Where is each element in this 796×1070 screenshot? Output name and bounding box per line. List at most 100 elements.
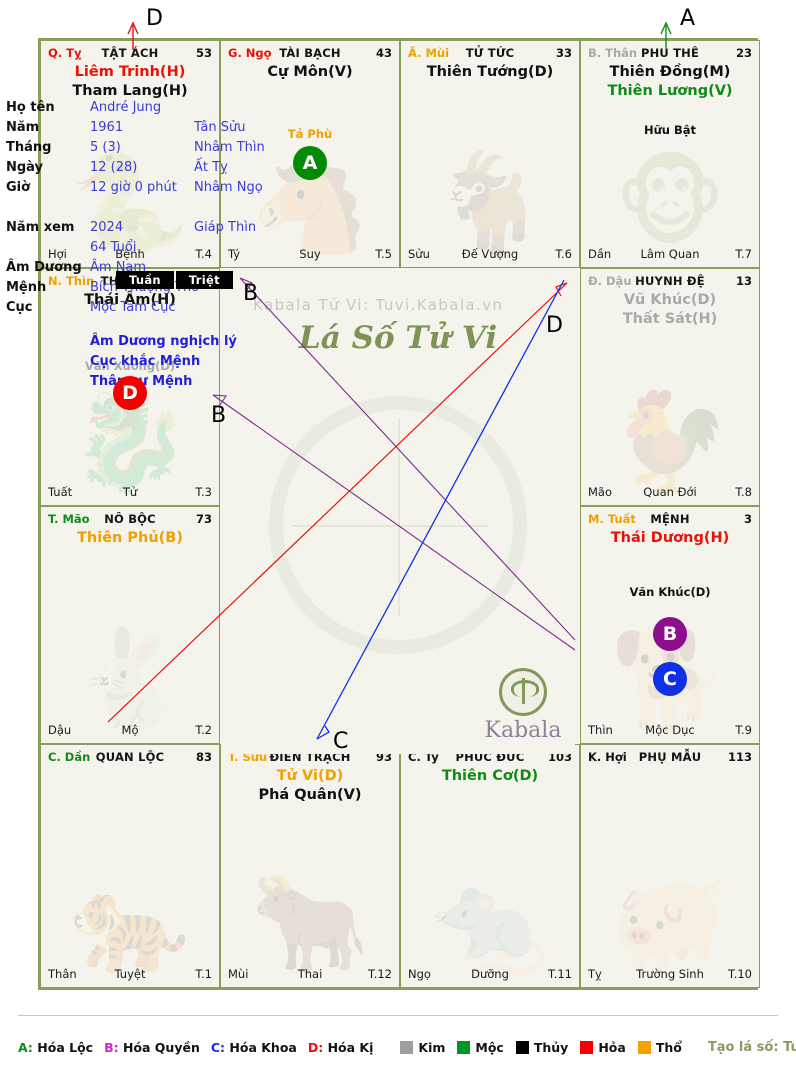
palace-header: K. Hợi PHỤ MẪU 113 — [581, 750, 759, 766]
major-star-list: Thái Dương(H) — [581, 529, 759, 548]
legend-nguhanh-mộc: Mộc — [457, 1040, 504, 1055]
palace-footer: Mão Quan Đới T.8 — [581, 485, 759, 500]
palace-canchi: T. Mão — [48, 512, 90, 526]
legend-hoa-d: D: Hóa Kị — [307, 1039, 374, 1055]
palace-header: B. Thân PHU THÊ 23 — [581, 46, 759, 62]
palace-canchi: N. Thìn — [48, 274, 95, 288]
palace-age: 73 — [195, 512, 212, 526]
major-star: Liêm Trinh(H) — [74, 64, 186, 80]
major-star: Thái Dương(H) — [610, 530, 730, 546]
palace-cell-no-boc[interactable]: 🐇 T. Mão NÔ BỘC 73 Thiên Phủ(B) Dậu Mộ T.2 — [40, 506, 220, 744]
palace-footer: Dần Lâm Quan T.7 — [581, 247, 759, 262]
info-row — [6, 200, 354, 220]
legend-nguhanh-kim: Kim — [400, 1040, 445, 1055]
major-star: Thiên Lương(V) — [607, 83, 733, 99]
minor-star: Văn Khúc(D) — [629, 585, 711, 599]
legend-hoa-a: A: Hóa Lộc — [18, 1039, 94, 1055]
legend-swatch-label: Kim — [418, 1039, 446, 1055]
major-star-list: Tử Vi(D) Phá Quân(V) — [221, 767, 399, 805]
kabala-logo: Kabala — [481, 668, 565, 743]
info-value: 12 (28) — [90, 160, 138, 175]
palace-foot-chi: Tuất — [48, 485, 73, 499]
palace-name: NÔ BỘC — [104, 512, 156, 526]
major-star: Thiên Tướng(D) — [426, 64, 554, 80]
palace-cell-tu-tuc[interactable]: 🐐 Ã. Mùi TỬ TỨC 33 Thiên Tướng(D) Sửu Đế Vượng… — [400, 40, 580, 268]
palace-foot-thaitue: T.10 — [728, 967, 752, 981]
info-label: Mệnh — [6, 280, 47, 295]
tuan-triet-tags: Tuần Triệt — [116, 271, 235, 289]
palace-cell-phu-mau[interactable]: 🐖 K. Hợi PHỤ MẪU 113 Tỵ Trường Sinh T.10 — [580, 744, 760, 988]
major-star-list: Liêm Trinh(H) Tham Lang(H) — [41, 63, 219, 101]
minor-star: Tả Phù — [287, 127, 333, 141]
hoa-marker-d[interactable]: D — [113, 376, 147, 410]
palace-foot-chi: Ngọ — [408, 967, 431, 981]
major-star-list: Cự Môn(V) — [221, 63, 399, 82]
palace-foot-thaitue: T.12 — [368, 967, 392, 981]
legend-hoa-b: B: Hóa Quyền — [104, 1039, 200, 1055]
info-value: Mộc Tam Cục — [90, 300, 176, 315]
palace-footer: Thân Tuyệt T.1 — [41, 967, 219, 982]
info-value: 64 Tuổi — [90, 240, 137, 255]
zodiac-watermark-icon: 🐅 — [70, 867, 190, 979]
major-star-list: Thiên Tướng(D) — [401, 63, 579, 82]
palace-cell-dien-trach[interactable]: 🐂 T. Sửu ĐIỀN TRẠCH 93 Tử Vi(D) Phá Quân(V) Mù… — [220, 744, 400, 988]
minor-star: Hữu Bật — [643, 123, 697, 137]
info-value: 2024 — [90, 220, 124, 235]
palace-name: MỆNH — [650, 512, 690, 526]
palace-cell-phuc-duc[interactable]: 🐀 C. Tý PHÚC ĐỨC 103 Thiên Cơ(D) Ngọ Dưỡng T.11 — [400, 744, 580, 988]
palace-cell-huynh-de[interactable]: 🐓 Đ. Dậu HUYNH ĐỆ 13 Vũ Khúc(D) Thất Sát(H) Mã… — [580, 268, 760, 506]
palace-cell-quan-loc[interactable]: 🐅 C. Dần QUAN LỘC 83 Thân Tuyệt T.1 — [40, 744, 220, 988]
major-star: Thiên Đồng(M) — [609, 64, 731, 80]
birth-info-table: Họ tên André Jung Năm 1961 Tân Sửu Tháng 5 (3)… — [6, 100, 354, 392]
major-star: Thiên Cơ(D) — [441, 768, 539, 784]
palace-foot-truongsinh: Tử — [122, 485, 138, 499]
palace-cell-phu-the[interactable]: 🐵 B. Thân PHU THÊ 23 Thiên Đồng(M) Thiên Lươn… — [580, 40, 760, 268]
info-label: Tháng — [6, 140, 52, 155]
palace-foot-thaitue: T.3 — [195, 485, 212, 499]
palace-foot-truongsinh: Tuyệt — [114, 967, 146, 981]
triet-tag: Triệt — [175, 271, 233, 289]
zodiac-watermark-icon: 🐵 — [614, 147, 726, 259]
palace-foot-truongsinh: Bệnh — [115, 247, 145, 261]
palace-canchi: K. Hợi — [588, 750, 627, 764]
info-row: 64 Tuổi — [6, 240, 354, 260]
palace-foot-chi: Mão — [588, 485, 613, 499]
legend-swatch — [400, 1040, 414, 1054]
arrow-label-d-top: D — [146, 6, 163, 31]
palace-foot-chi: Sửu — [408, 247, 430, 261]
palace-footer: Tuất Tử T.3 — [41, 485, 219, 500]
info-row: Giờ 12 giờ 0 phút Nhâm Ngọ — [6, 180, 354, 200]
palace-foot-thaitue: T.4 — [195, 247, 212, 261]
info-row: Họ tên André Jung — [6, 100, 354, 120]
palace-header: G. Ngọ TÀI BẠCH 43 — [221, 46, 399, 62]
kabala-tree-icon — [499, 668, 547, 716]
palace-header: Q. Tỵ TẬT ÁCH 53 — [41, 46, 219, 62]
info-value: André Jung — [90, 100, 162, 115]
watermark-wheel — [269, 396, 527, 654]
palace-canchi: M. Tuất — [588, 512, 636, 526]
legend-nguhanh-hỏa: Hỏa — [580, 1040, 626, 1055]
hoa-marker-b[interactable]: B — [653, 617, 687, 651]
legend-bar: A: Hóa Lộc B: Hóa Quyền C: Hóa Khoa D: Hóa … — [18, 1036, 796, 1058]
major-star: Tử Vi(D) — [276, 768, 344, 784]
palace-header: T. Mão NÔ BỘC 73 — [41, 512, 219, 528]
palace-name: TẬT ÁCH — [101, 46, 159, 60]
palace-age: 113 — [727, 750, 752, 764]
info-value-secondary: Ất Tỵ — [194, 160, 228, 175]
hoa-marker-c[interactable]: C — [653, 662, 687, 696]
palace-footer: Dậu Mộ T.2 — [41, 723, 219, 738]
hoa-marker-a[interactable]: A — [293, 146, 327, 180]
zodiac-watermark-icon: 🐖 — [610, 867, 730, 979]
zodiac-watermark-icon: 🐀 — [430, 867, 550, 979]
palace-header: C. Dần QUAN LỘC 83 — [41, 750, 219, 766]
palace-canchi: G. Ngọ — [228, 46, 272, 60]
info-label: Giờ — [6, 180, 31, 195]
palace-header: Đ. Dậu HUYNH ĐỆ 13 — [581, 274, 759, 290]
palace-foot-thaitue: T.2 — [195, 723, 212, 737]
palace-age: 33 — [555, 46, 572, 60]
legend-swatch-label: Thổ — [655, 1039, 682, 1055]
info-value-secondary: Nhâm Thìn — [194, 140, 265, 155]
arrow-label-c-bottom: C — [333, 729, 349, 754]
palace-foot-thaitue: T.11 — [548, 967, 572, 981]
